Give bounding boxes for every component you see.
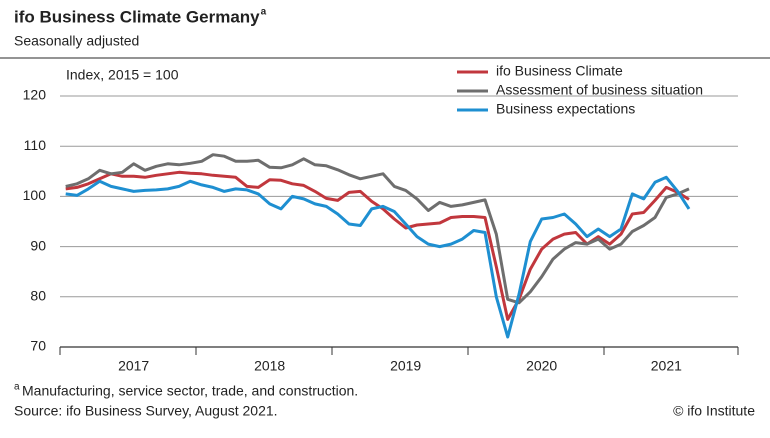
y-tick-label: 90	[30, 237, 46, 253]
y-tick-label: 70	[30, 338, 46, 354]
legend-label: ifo Business Climate	[496, 63, 623, 79]
title-marker: a	[261, 7, 267, 18]
x-tick-label: 2021	[651, 358, 682, 374]
x-tick-label: 2020	[526, 358, 557, 374]
subtitle: Seasonally adjusted	[14, 33, 139, 49]
y-tick-label: 100	[23, 187, 47, 203]
chart-title: ifo Business Climate Germany	[14, 7, 260, 26]
axis-label: Index, 2015 = 100	[66, 67, 179, 83]
series-line	[65, 170, 690, 321]
series-line	[65, 175, 691, 339]
series-line	[65, 153, 690, 305]
credit: © ifo Institute	[673, 403, 755, 419]
legend-label: Assessment of business situation	[496, 82, 703, 98]
legend-label: Business expectations	[496, 101, 635, 117]
footnote-marker: a	[14, 382, 20, 393]
x-tick-label: 2019	[390, 358, 421, 374]
y-tick-label: 110	[24, 137, 47, 153]
source: Source: ifo Business Survey, August 2021…	[14, 403, 278, 419]
footnote: Manufacturing, service sector, trade, an…	[22, 383, 358, 399]
y-tick-label: 80	[30, 288, 46, 304]
x-tick-label: 2018	[254, 358, 285, 374]
x-tick-label: 2017	[118, 358, 149, 374]
y-tick-label: 120	[23, 87, 47, 103]
